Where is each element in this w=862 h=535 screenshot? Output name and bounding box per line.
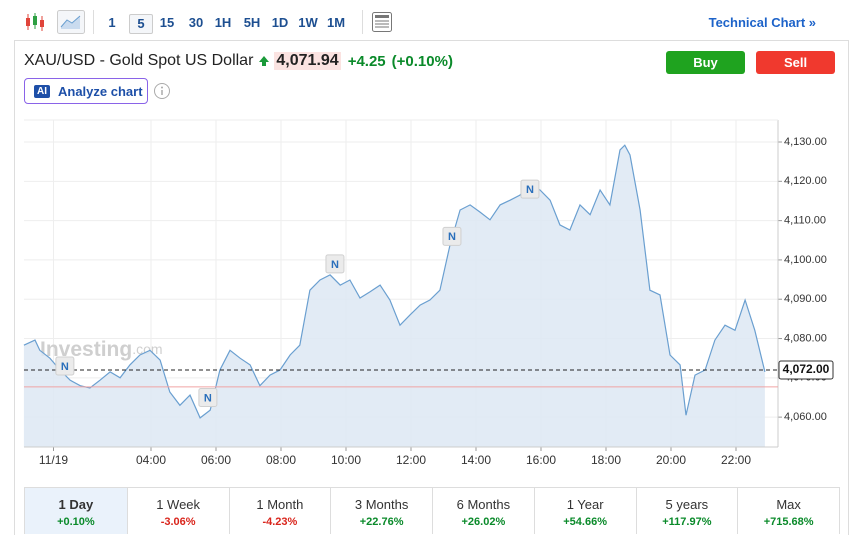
news-marker[interactable] bbox=[55, 356, 75, 376]
period-change: +54.66% bbox=[563, 516, 607, 528]
y-tick-label: 4,130.00 bbox=[784, 136, 827, 148]
interval-button[interactable]: 1W bbox=[298, 15, 318, 30]
performance-tabs: 1 Day +0.10% 1 Week -3.06% 1 Month -4.23% 3 Mo… bbox=[24, 487, 840, 534]
card-border bbox=[14, 40, 15, 535]
x-tick-label: 12:00 bbox=[396, 453, 426, 467]
last-price-label: 4,072.00 bbox=[783, 362, 830, 376]
quote-header: XAU/USD - Gold Spot US Dollar 4,071.94 +… bbox=[24, 50, 453, 72]
period-change: +26.02% bbox=[461, 516, 506, 528]
interval-button[interactable]: 15 bbox=[159, 15, 175, 30]
x-tick-label: 06:00 bbox=[201, 453, 231, 467]
interval-button[interactable]: 5 bbox=[129, 14, 153, 34]
analyze-label: Analyze chart bbox=[58, 83, 143, 99]
last-price-box bbox=[778, 360, 834, 380]
period-label: 1 Day bbox=[58, 497, 94, 512]
interval-button[interactable]: 1 bbox=[108, 15, 116, 30]
divider bbox=[14, 40, 848, 41]
price-area bbox=[23, 145, 765, 447]
y-tick-label: 4,120.00 bbox=[784, 175, 827, 187]
performance-tab[interactable]: 6 Months +26.02% bbox=[432, 488, 534, 534]
period-change: -4.23% bbox=[262, 516, 298, 528]
period-change: +117.97% bbox=[662, 516, 712, 528]
buy-button[interactable]: Buy bbox=[666, 51, 745, 74]
toolbar: Technical Chart » 1 5 15 30 1H 5H 1D 1W 1M bbox=[0, 0, 862, 40]
y-tick-label: 4,080.00 bbox=[784, 332, 827, 344]
performance-tab[interactable]: 1 Month -4.23% bbox=[228, 488, 331, 534]
y-tick-label: 4,110.00 bbox=[784, 215, 826, 227]
change-percent: (+0.10%) bbox=[391, 52, 453, 70]
period-change: -3.06% bbox=[160, 516, 196, 528]
x-tick-label: 11/19 bbox=[39, 453, 68, 467]
news-marker-label: N bbox=[448, 231, 456, 243]
period-change: +0.10% bbox=[57, 516, 95, 528]
news-marker-label: N bbox=[526, 184, 534, 196]
period-label: 1 Month bbox=[256, 497, 304, 512]
news-marker[interactable] bbox=[520, 179, 540, 199]
interval-button[interactable]: 30 bbox=[188, 15, 204, 30]
interval-button[interactable]: 5H bbox=[243, 15, 261, 30]
watermark-suffix: .com bbox=[132, 341, 162, 357]
y-tick-label: 4,060.00 bbox=[784, 411, 827, 423]
x-tick-label: 14:00 bbox=[461, 453, 491, 467]
performance-tab[interactable]: 1 Year +54.66% bbox=[533, 488, 636, 534]
x-tick-label: 16:00 bbox=[526, 453, 556, 467]
price-line bbox=[23, 144, 766, 419]
period-label: 3 Months bbox=[354, 497, 409, 512]
info-icon[interactable] bbox=[153, 82, 171, 100]
card-border bbox=[848, 40, 849, 535]
up-arrow bbox=[259, 56, 270, 66]
technical-chart-link[interactable]: Technical Chart » bbox=[708, 15, 816, 30]
period-label: 1 Year bbox=[566, 497, 604, 512]
x-tick-label: 22:00 bbox=[721, 453, 751, 467]
news-marker[interactable] bbox=[198, 387, 218, 407]
performance-tab[interactable]: 1 Week -3.06% bbox=[126, 488, 229, 534]
period-label: 5 years bbox=[665, 497, 709, 512]
y-tick-label: 4,100.00 bbox=[784, 254, 827, 266]
symbol-name: XAU/USD - Gold Spot US Dollar bbox=[24, 52, 254, 69]
x-tick-label: 18:00 bbox=[591, 453, 621, 467]
x-tick-label: 10:00 bbox=[331, 453, 361, 467]
candlestick-icon[interactable] bbox=[24, 11, 46, 33]
sell-button[interactable]: Sell bbox=[756, 51, 835, 74]
analyze-chart-button[interactable]: AI Analyze chart bbox=[24, 78, 148, 104]
layout-icon[interactable] bbox=[372, 12, 392, 32]
change: +4.25 bbox=[347, 52, 386, 70]
news-marker[interactable] bbox=[325, 254, 345, 274]
x-tick-label: 08:00 bbox=[266, 453, 296, 467]
news-marker-label: N bbox=[204, 392, 212, 404]
period-label: 6 Months bbox=[456, 497, 511, 512]
area-chart-icon[interactable] bbox=[57, 10, 85, 34]
watermark-brand: Investing bbox=[40, 338, 132, 361]
news-marker[interactable] bbox=[442, 226, 462, 246]
performance-tab[interactable]: 3 Months +22.76% bbox=[330, 488, 432, 534]
performance-tab[interactable]: 1 Day +0.10% bbox=[25, 488, 127, 534]
performance-tab[interactable]: Max +715.68% bbox=[737, 488, 839, 534]
y-tick-label: 4,090.00 bbox=[784, 293, 827, 305]
news-marker-label: N bbox=[61, 361, 69, 373]
period-change: +22.76% bbox=[359, 516, 404, 528]
interval-button[interactable]: 1D bbox=[271, 15, 289, 30]
news-marker-label: N bbox=[331, 259, 339, 271]
separator bbox=[362, 10, 363, 34]
price-chart: 4,060.004,070.004,080.004,090.004,100.00… bbox=[23, 119, 834, 467]
x-tick-label: 20:00 bbox=[656, 453, 686, 467]
performance-tab[interactable]: 5 years +117.97% bbox=[635, 488, 738, 534]
interval-button[interactable]: 1H bbox=[214, 15, 232, 30]
watermark: Investing.com bbox=[40, 338, 163, 361]
separator bbox=[93, 10, 94, 34]
interval-button[interactable]: 1M bbox=[326, 15, 346, 30]
period-label: 1 Week bbox=[156, 497, 201, 512]
period-change: +715.68% bbox=[763, 516, 814, 528]
price: 4,071.94 bbox=[274, 52, 341, 70]
ai-badge: AI bbox=[34, 84, 50, 98]
period-label: Max bbox=[776, 497, 801, 512]
x-tick-label: 04:00 bbox=[136, 453, 166, 467]
